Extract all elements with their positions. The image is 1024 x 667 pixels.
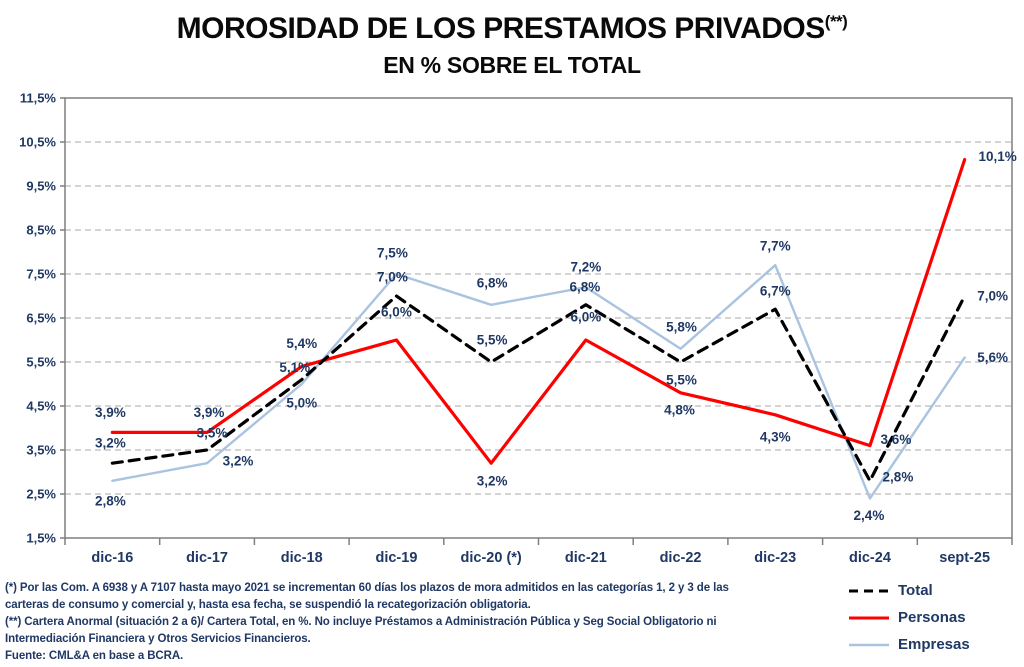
y-tick-label: 4,5% <box>26 399 56 414</box>
data-label-total: 7,0% <box>377 270 408 285</box>
chart-title-text: MOROSIDAD DE LOS PRESTAMOS PRIVADOS <box>176 12 826 45</box>
y-tick-label: 2,5% <box>26 487 56 502</box>
y-tick-label: 5,5% <box>26 355 56 370</box>
x-tick-label: dic-16 <box>91 550 133 566</box>
legend-item-total: Total <box>848 577 970 604</box>
y-tick-label: 3,5% <box>26 443 56 458</box>
y-tick-label: 11,5% <box>20 91 57 106</box>
data-label-total: 5,5% <box>666 373 697 388</box>
x-tick-label: dic-20 (*) <box>461 550 522 566</box>
footnote-line: Fuente: CML&A en base a BCRA. <box>5 650 184 662</box>
legend-item-empresas: Empresas <box>848 631 970 658</box>
x-tick-label: dic-21 <box>565 550 607 566</box>
x-tick-label: dic-18 <box>281 550 323 566</box>
chart-legend: Total Personas Empresas <box>848 577 970 658</box>
data-label-total: 3,5% <box>197 426 228 441</box>
data-label-empresas: 7,2% <box>570 260 601 275</box>
legend-label: Empresas <box>898 636 970 653</box>
y-tick-label: 10,5% <box>19 135 56 150</box>
data-label-empresas: 3,2% <box>223 454 254 469</box>
legend-line-empresas-icon <box>849 643 889 646</box>
x-tick-label: dic-22 <box>660 550 702 566</box>
data-label-personas: 10,1% <box>979 149 1017 164</box>
series-line-empresas <box>111 264 966 500</box>
footnote-line: Intermediación Financiera y Otros Servic… <box>5 633 311 645</box>
footnote-line: (**) Cartera Anormal (situación 2 a 6)/ … <box>5 616 717 628</box>
footnote-line: (*) Por las Com. A 6938 y A 7107 hasta m… <box>5 582 729 594</box>
data-label-empresas: 5,8% <box>666 319 697 334</box>
data-label-personas: 6,0% <box>570 310 601 325</box>
legend-label: Personas <box>898 609 966 626</box>
y-tick-label: 7,5% <box>26 267 56 282</box>
data-label-total: 2,8% <box>883 469 914 484</box>
chart-title: MOROSIDAD DE LOS PRESTAMOS PRIVADOS(**) <box>0 12 1024 46</box>
data-label-total: 5,5% <box>477 333 508 348</box>
y-tick-label: 9,5% <box>26 179 56 194</box>
data-label-total: 7,0% <box>977 289 1008 304</box>
legend-line-total-icon <box>849 589 889 592</box>
data-label-empresas: 2,4% <box>854 508 885 523</box>
data-label-personas: 5,4% <box>286 336 317 351</box>
data-label-empresas: 6,8% <box>477 275 508 290</box>
data-label-empresas: 7,5% <box>377 246 408 261</box>
data-label-personas: 3,2% <box>477 474 508 489</box>
data-label-personas: 3,6% <box>881 432 912 447</box>
x-tick-label: sept-25 <box>939 550 990 566</box>
x-tick-label: dic-17 <box>186 550 228 566</box>
data-label-personas: 3,9% <box>194 405 225 420</box>
data-label-empresas: 5,0% <box>286 396 317 411</box>
footnote-line: carteras de consumo y comercial y, hasta… <box>5 599 531 611</box>
y-tick-label: 1,5% <box>26 531 56 546</box>
data-label-total: 6,8% <box>569 279 600 294</box>
y-tick-label: 8,5% <box>26 223 56 238</box>
data-label-total: 3,2% <box>95 436 126 451</box>
data-label-empresas: 7,7% <box>760 239 791 254</box>
data-label-empresas: 2,8% <box>95 493 126 508</box>
legend-item-personas: Personas <box>848 604 970 631</box>
x-tick-label: dic-24 <box>849 550 891 566</box>
footnotes: (*) Por las Com. A 6938 y A 7107 hasta m… <box>5 580 845 665</box>
data-label-personas: 4,8% <box>664 402 695 417</box>
data-label-empresas: 5,6% <box>977 350 1008 365</box>
chart-subtitle: EN % SOBRE EL TOTAL <box>383 52 641 78</box>
x-tick-label: dic-19 <box>375 550 417 566</box>
chart-title-footnote-marker: (**) <box>824 12 848 31</box>
data-label-total: 5,1% <box>279 360 310 375</box>
legend-label: Total <box>898 582 933 599</box>
legend-line-personas-icon <box>849 616 889 619</box>
x-tick-label: dic-23 <box>754 550 796 566</box>
series-line-total <box>110 294 967 483</box>
data-label-personas: 3,9% <box>95 405 126 420</box>
data-label-personas: 6,0% <box>381 305 412 320</box>
data-label-total: 6,7% <box>760 284 791 299</box>
data-label-personas: 4,3% <box>760 429 791 444</box>
series-line-personas <box>110 158 967 465</box>
y-tick-label: 6,5% <box>26 311 56 326</box>
